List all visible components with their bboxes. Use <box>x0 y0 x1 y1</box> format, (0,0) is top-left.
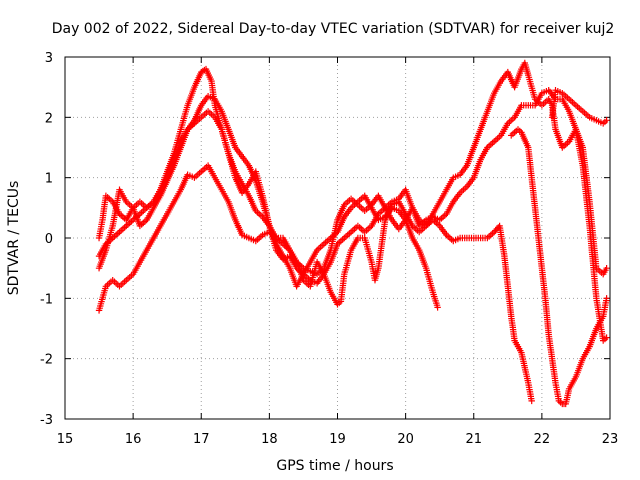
y-tick-label: 1 <box>45 172 53 187</box>
series-markers <box>508 126 610 408</box>
x-axis-label: GPS time / hours <box>276 458 393 474</box>
y-tick-label: 0 <box>45 232 53 247</box>
x-tick-label: 16 <box>125 432 142 447</box>
y-tick-label: 2 <box>45 111 53 126</box>
data-series <box>95 59 610 408</box>
series-markers <box>95 87 610 287</box>
x-tick-label: 18 <box>261 432 278 447</box>
x-tick-label: 15 <box>57 432 74 447</box>
y-tick-label: -2 <box>40 353 53 368</box>
y-tick-label: -3 <box>40 413 53 428</box>
series-track-d <box>95 87 610 287</box>
x-tick-label: 19 <box>329 432 346 447</box>
y-tick-labels: -3 -2 -1 0 1 2 3 <box>40 51 53 428</box>
x-tick-label: 23 <box>602 432 619 447</box>
series-markers <box>95 65 441 311</box>
y-axis-label: SDTVAR / TECUs <box>6 181 22 296</box>
y-tick-label: -1 <box>40 292 53 307</box>
series-track-e <box>508 126 610 408</box>
grid-lines <box>65 57 610 419</box>
series-track-a <box>95 65 441 311</box>
series-track-f <box>548 87 610 127</box>
plot-frame <box>64 56 611 420</box>
series-markers <box>548 87 610 127</box>
chart-title: Day 002 of 2022, Sidereal Day-to-day VTE… <box>52 21 615 37</box>
x-tick-label: 20 <box>397 432 414 447</box>
x-tick-label: 21 <box>465 432 482 447</box>
y-tick-label: 3 <box>45 51 53 66</box>
x-tick-label: 22 <box>534 432 551 447</box>
x-tick-label: 17 <box>193 432 210 447</box>
x-tick-labels: 15 16 17 18 19 20 21 22 23 <box>57 432 619 447</box>
